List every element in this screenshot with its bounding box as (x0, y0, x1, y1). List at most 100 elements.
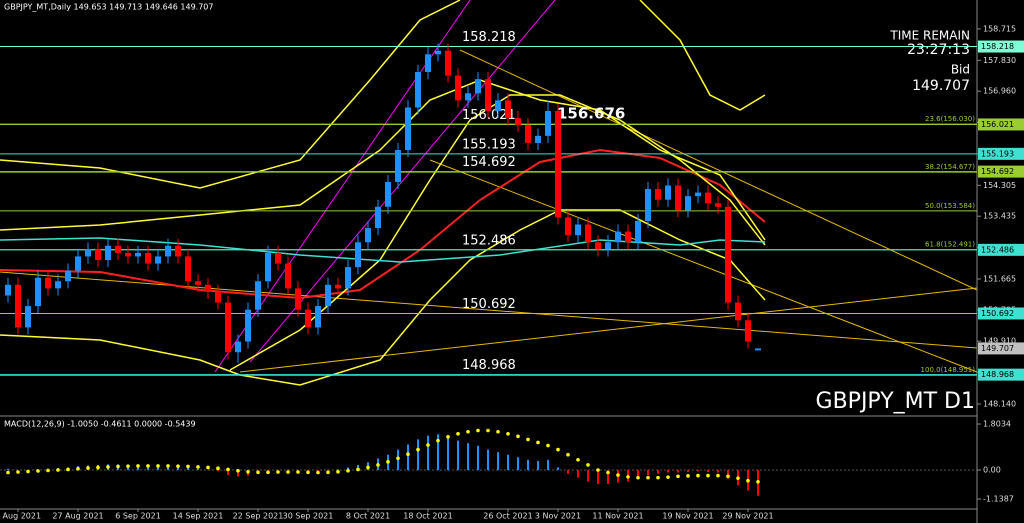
x-tick-label: 9 Aug 2021 (0, 512, 41, 521)
level-box-label: 148.968 (981, 370, 1014, 379)
signal-dot (706, 473, 710, 478)
signal-dot (296, 470, 300, 474)
level-label: 152.486 (462, 233, 516, 248)
level-label: 150.692 (462, 297, 516, 312)
signal-dot (126, 464, 130, 468)
y-tick-label: -1.1387 (983, 495, 1014, 504)
level-label: 155.193 (462, 137, 516, 152)
x-tick-label: 22 Sep 2021 (233, 512, 284, 521)
candle-body (385, 181, 391, 207)
candle-body (735, 302, 741, 321)
candle-body (235, 341, 241, 353)
signal-dot (596, 468, 600, 472)
x-tick-label: 3 Nov 2021 (535, 512, 581, 521)
candle-body (435, 50, 441, 55)
candle-body (215, 291, 221, 303)
level-label: 156.021 (462, 108, 516, 123)
level-box (978, 368, 1024, 381)
signal-dot (386, 460, 390, 464)
signal-dot (136, 464, 140, 468)
fib-label: 38.2(154.677) (925, 163, 975, 171)
x-tick-label: 18 Oct 2021 (403, 512, 452, 521)
signal-dot (436, 438, 440, 443)
candle-body (335, 284, 341, 289)
signal-dot (66, 467, 70, 472)
signal-dot (526, 437, 530, 442)
level-box (978, 118, 1024, 131)
signal-dot (56, 468, 60, 472)
symbol-label: GBPJPY_MT D1 (816, 389, 975, 414)
signal-dot (606, 470, 610, 475)
signal-dot (156, 464, 160, 468)
y-tick-label: 153.435 (983, 212, 1016, 221)
current-price: 149.707 (981, 344, 1014, 353)
candle-body (485, 79, 491, 112)
level-box (978, 165, 1024, 178)
signal-dot (196, 465, 200, 469)
candle-body (315, 306, 321, 328)
candle-body (715, 203, 721, 207)
signal-dot (26, 469, 30, 474)
signal-dot (446, 435, 450, 439)
signal-dot (96, 465, 100, 470)
candle-body (455, 75, 461, 101)
signal-dot (426, 443, 430, 447)
candle-body (685, 196, 691, 211)
signal-dot (716, 473, 720, 478)
level-box-label: 152.486 (981, 245, 1014, 254)
signal-dot (466, 429, 470, 434)
fib-label: 23.6(156.030) (925, 115, 975, 123)
chart-header: GBPJPY_MT,Daily 149.653 149.713 149.646 … (4, 3, 213, 12)
signal-dot (256, 470, 260, 475)
signal-dot (566, 452, 570, 457)
bid-label: Bid (951, 63, 970, 77)
candle-body (225, 302, 231, 353)
signal-dot (556, 447, 560, 452)
candle-body (255, 281, 261, 310)
fib-label: 100.0(148.951) (921, 366, 976, 374)
x-tick-label: 11 Nov 2021 (592, 512, 643, 521)
x-tick-label: 14 Sep 2021 (173, 512, 224, 521)
signal-dot (736, 476, 740, 480)
candle-body (265, 252, 271, 282)
candle-body (305, 309, 311, 328)
x-tick-label: 30 Sep 2021 (283, 512, 334, 521)
candle-body (165, 245, 171, 257)
signal-dot (616, 473, 620, 477)
y-tick-label: 157.830 (983, 56, 1016, 65)
candle-body (695, 192, 701, 197)
signal-dot (666, 475, 670, 479)
candle-body (85, 249, 91, 257)
candle-body (95, 249, 101, 260)
signal-dot (546, 443, 550, 448)
candle-body (625, 231, 631, 243)
candle-body (75, 256, 81, 271)
level-box-label: 158.218 (981, 42, 1014, 51)
candle-body (635, 220, 641, 243)
level-label: 148.968 (462, 358, 516, 373)
candle-body (565, 217, 571, 236)
candle-body (575, 224, 581, 236)
candle-body (405, 107, 411, 151)
level-box (978, 307, 1024, 320)
candle-body (245, 309, 251, 342)
candle-body (125, 252, 131, 257)
level-box-label: 154.692 (981, 167, 1014, 176)
candle-body (645, 189, 651, 221)
candle-body (515, 118, 521, 126)
candle-body (205, 284, 211, 292)
candle-body (355, 242, 361, 268)
signal-dot (336, 469, 340, 474)
candle-body (285, 263, 291, 289)
candle-body (135, 252, 141, 257)
candle-body (605, 242, 611, 250)
level-box (978, 243, 1024, 256)
signal-dot (536, 440, 540, 445)
x-tick-label: 6 Sep 2021 (115, 512, 161, 521)
candle-body (465, 93, 471, 101)
candle-body (45, 277, 51, 289)
candle-body (705, 192, 711, 204)
signal-dot (106, 465, 110, 469)
candle-body (755, 348, 761, 351)
candle-body (545, 111, 551, 136)
